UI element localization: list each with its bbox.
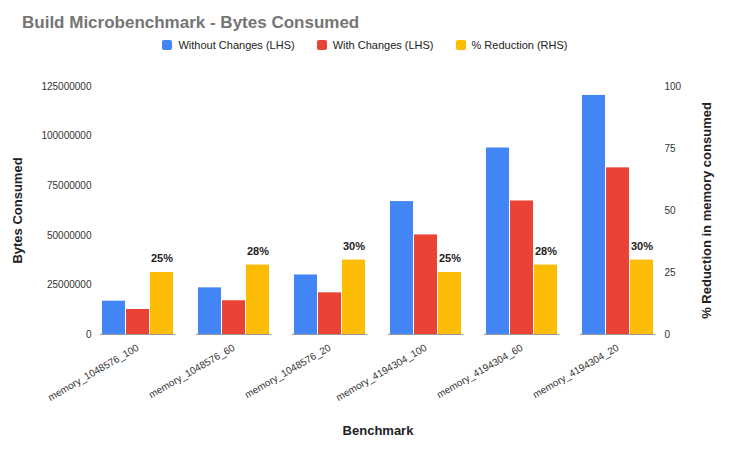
svg-text:25: 25 (665, 267, 677, 278)
html-text:Without Changes (LHS): Without Changes (LHS) (178, 39, 295, 51)
svg-text:memory_1048576_60: memory_1048576_60 (147, 342, 237, 400)
svg-text:% Reduction in memory consumed: % Reduction in memory consumed (699, 102, 714, 319)
svg-text:memory_4194304_100: memory_4194304_100 (334, 342, 429, 403)
svg-text:75: 75 (665, 143, 677, 154)
svg-text:25%: 25% (151, 252, 173, 264)
svg-text:memory_1048576_100: memory_1048576_100 (46, 342, 141, 403)
html-text:% Reduction (RHS): % Reduction (RHS) (471, 39, 568, 51)
svg-text:100000000: 100000000 (41, 130, 91, 141)
svg-text:28%: 28% (247, 245, 269, 257)
svg-text:Bytes Consumed: Bytes Consumed (10, 157, 25, 263)
svg-text:125000000: 125000000 (41, 81, 91, 92)
html-text:Build Microbenchmark - Bytes C: Build Microbenchmark - Bytes Consumed (22, 13, 360, 32)
svg-text:memory_4194304_60: memory_4194304_60 (435, 342, 525, 400)
svg-text:30%: 30% (343, 240, 365, 252)
svg-text:memory_4194304_20: memory_4194304_20 (531, 342, 621, 400)
svg-text:Benchmark: Benchmark (343, 423, 415, 438)
svg-text:50: 50 (665, 205, 677, 216)
html-text:With Changes (LHS): With Changes (LHS) (332, 39, 434, 51)
svg-text:75000000: 75000000 (47, 180, 92, 191)
svg-text:0: 0 (665, 329, 671, 340)
svg-text:30%: 30% (631, 240, 653, 252)
svg-text:100: 100 (665, 81, 682, 92)
svg-text:memory_1048576_20: memory_1048576_20 (243, 342, 333, 400)
svg-text:28%: 28% (535, 245, 557, 257)
svg-text:0: 0 (86, 329, 92, 340)
svg-text:50000000: 50000000 (47, 230, 92, 241)
svg-text:25%: 25% (439, 252, 461, 264)
svg-text:25000000: 25000000 (47, 279, 92, 290)
